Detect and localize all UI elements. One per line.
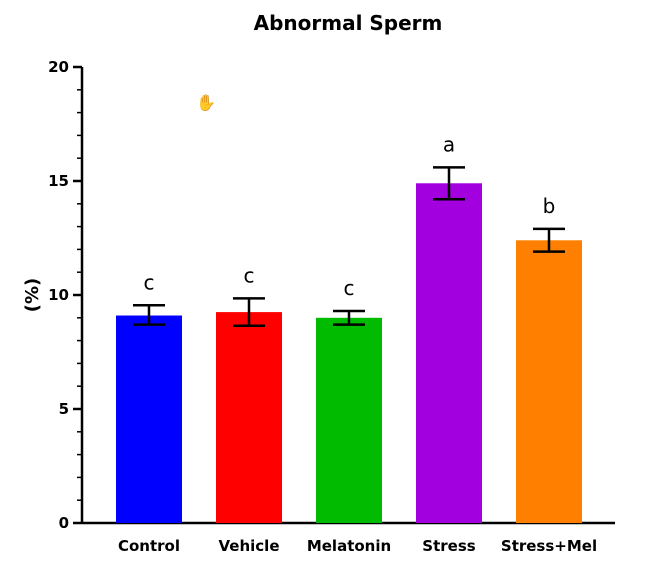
y-tick-label: 5 [59, 400, 69, 418]
bar-control [116, 315, 182, 523]
bar-stress-mel [516, 240, 582, 523]
y-axis-label: (%) [22, 278, 43, 313]
x-tick-label: Melatonin [307, 537, 391, 555]
significance-label: a [443, 132, 455, 156]
significance-label: c [144, 270, 155, 294]
significance-label: c [344, 276, 355, 300]
bar-stress [416, 183, 482, 523]
y-tick-label: 20 [48, 58, 69, 76]
error-bars [133, 166, 565, 328]
x-tick-label: Vehicle [219, 537, 280, 555]
bars [116, 183, 582, 523]
bar-vehicle [216, 312, 282, 523]
y-tick-label: 15 [48, 172, 69, 190]
chart-title: Abnormal Sperm [254, 11, 443, 35]
x-tick-label: Control [118, 537, 180, 555]
x-tick-label: Stress [422, 537, 475, 555]
x-tick-label: Stress+Mel [501, 537, 597, 555]
bar-melatonin [316, 317, 382, 523]
hand-pointer-icon: ✋ [196, 93, 216, 112]
significance-label: c [244, 263, 255, 287]
significance-label: b [543, 194, 556, 218]
labels: 0 5 10 15 20 c Control c Vehicle c Melatonin a Stres… [48, 58, 597, 555]
y-tick-label: 10 [48, 286, 69, 304]
y-tick-label: 0 [59, 514, 69, 532]
